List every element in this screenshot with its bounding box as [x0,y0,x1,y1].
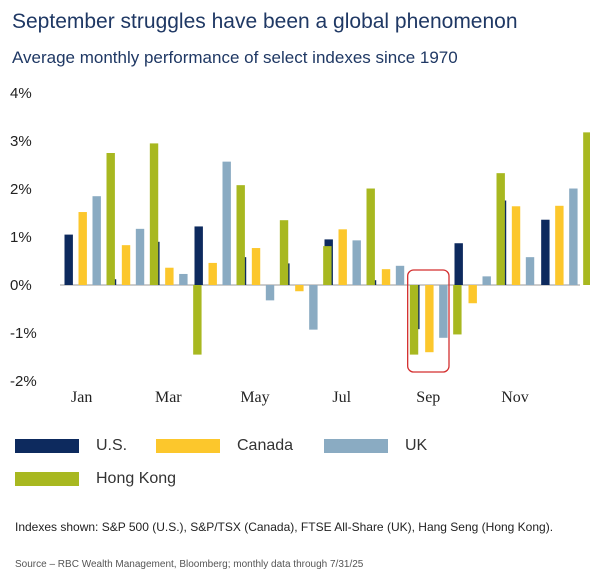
bar-canada-jun [295,285,304,292]
y-tick-label: -2% [10,373,37,390]
source-note: Source – RBC Wealth Management, Bloomber… [15,559,364,570]
bar-hong-kong-jun [323,246,332,285]
bar-uk-oct [482,276,491,285]
bar-u-s-dec [541,219,550,285]
bar-canada-apr [208,262,217,285]
bar-u-s-apr [194,226,203,285]
bar-u-s-oct [454,243,463,285]
bar-hong-kong-apr [236,185,245,285]
bar-hong-kong-feb [149,143,159,285]
bar-canada-jul [338,229,347,285]
y-tick-label: -1% [10,325,37,342]
bar-hong-kong-jan [106,153,115,285]
bar-uk-apr [222,161,231,285]
bar-canada-mar [165,267,174,285]
y-tick-label: 1% [10,229,32,246]
x-tick-label: Jan [71,389,92,406]
legend-item-uk: UK [324,436,427,456]
x-tick-label: May [240,389,269,406]
september-highlight-box [407,269,450,373]
bar-hong-kong-mar [193,285,202,355]
legend-item-hong-kong: Hong Kong [15,469,176,489]
x-tick-label: Nov [501,389,529,406]
bar-canada-sep [425,285,434,353]
x-tick-label: Sep [416,389,440,406]
bar-uk-jan [92,196,101,285]
bar-hong-kong-oct [496,173,505,285]
bar-uk-aug [395,265,405,285]
bar-canada-aug [381,269,391,285]
legend-item-us: U.S. [15,436,127,456]
y-tick-label: 4% [10,85,32,102]
bar-canada-oct [468,285,477,304]
legend-swatch-uk [324,439,388,453]
chart-title: September struggles have been a global p… [12,10,518,33]
bar-uk-sep [439,285,448,338]
bar-uk-mar [179,273,188,285]
bar-hong-kong-may [279,220,289,285]
legend-swatch-canada [156,439,220,453]
bar-hong-kong-sep [453,285,462,335]
bar-chart: 4% 3% 2% 1% 0% -1% -2% Jan Mar May Jul Sep Nov [10,85,590,406]
y-tick-label: 2% [10,181,32,198]
y-tick-label: 0% [10,277,32,294]
bar-canada-nov [511,206,521,285]
bar-canada-feb [121,245,131,285]
bar-uk-feb [135,228,145,285]
chart-subtitle: Average monthly performance of select in… [12,48,458,67]
legend-label-uk: UK [405,437,428,454]
index-note: Indexes shown: S&P 500 (U.S.), S&P/TSX (… [15,520,554,534]
x-tick-label: Mar [155,389,182,406]
bar-u-s-jan [64,234,73,285]
bar-uk-nov [525,257,535,285]
legend-label-canada: Canada [237,437,294,454]
bar-canada-may [251,248,261,285]
bar-canada-jan [78,212,87,285]
y-tick-label: 3% [10,133,32,150]
legend-item-canada: Canada [156,436,293,456]
bar-uk-jun [309,285,318,330]
legend-label-us: U.S. [96,437,128,454]
bar-uk-jul [352,240,361,285]
bar-canada-dec [555,205,564,285]
bar-uk-dec [569,188,578,285]
x-tick-label: Jul [332,389,351,406]
legend-swatch-hong-kong [15,472,79,486]
legend-swatch-us [15,439,79,453]
legend-label-hong-kong: Hong Kong [96,470,177,487]
bar-hong-kong-dec [583,132,590,285]
bar-hong-kong-aug [409,285,419,355]
bar-hong-kong-jul [366,188,375,285]
bar-uk-may [265,285,275,301]
legend: U.S. Canada UK Hong Kong [15,436,575,496]
